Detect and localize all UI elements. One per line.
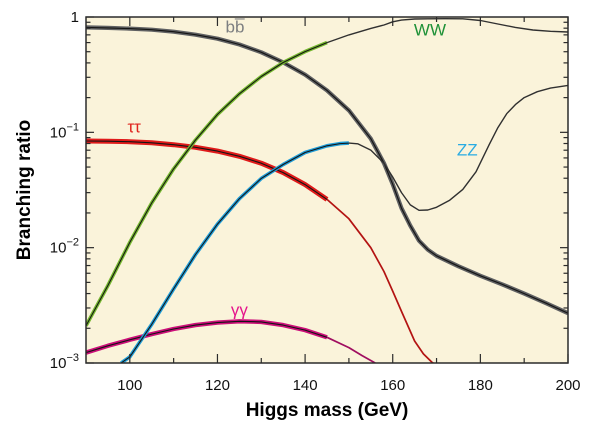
curve-label-gammagamma: γγ <box>231 301 249 320</box>
curve-label-tautau: ττ <box>127 118 141 137</box>
plot-background <box>86 17 568 363</box>
y-tick-label: 1 <box>71 9 79 26</box>
curve-labels: bb̅ ττ γγ WW ZZ <box>127 17 477 319</box>
x-tick-label: 160 <box>380 377 405 394</box>
plot-frame <box>85 16 569 364</box>
curve-gammagamma-tail <box>326 336 376 363</box>
curve-gammagamma-core <box>86 320 328 354</box>
x-tick-label: 100 <box>117 377 142 394</box>
x-axis-title: Higgs mass (GeV) <box>245 400 409 421</box>
curve-label-ZZ: ZZ <box>457 140 478 159</box>
curve-tautau-core <box>86 140 328 200</box>
x-tick-label: 120 <box>205 377 230 394</box>
curve-ZZ-tail <box>348 84 568 211</box>
y-tick-label: 10−3 <box>50 352 79 372</box>
y-tick-labels: 1 10−1 10−2 10−3 <box>50 9 79 372</box>
y-tick-label: 10−1 <box>50 121 79 141</box>
curve-WW-core <box>86 42 328 327</box>
curve-bb-core <box>86 26 568 314</box>
curve-ZZ-core <box>120 142 349 363</box>
x-tick-label: 140 <box>293 377 318 394</box>
x-tick-label: 200 <box>555 377 580 394</box>
y-tick-label: 10−2 <box>50 237 79 257</box>
x-tick-label: 180 <box>468 377 493 394</box>
x-tick-labels: 100 120 140 160 180 200 <box>117 377 580 394</box>
curve-label-WW: WW <box>414 20 446 39</box>
y-axis-title: Branching ratio <box>14 119 35 261</box>
curve-tautau-tail <box>326 198 435 363</box>
curve-label-bb: bb̅ <box>226 17 245 36</box>
